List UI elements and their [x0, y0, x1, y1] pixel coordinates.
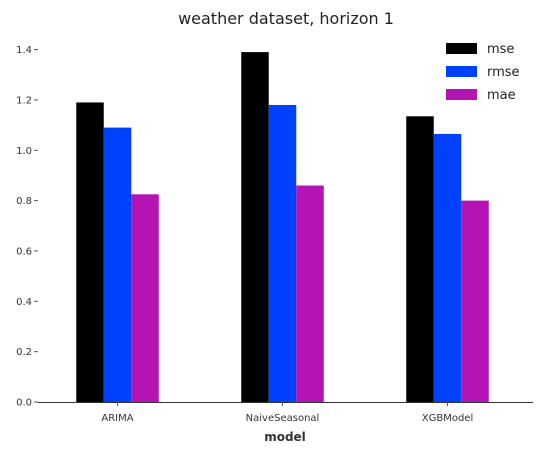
legend-label-mse: mse	[487, 42, 514, 57]
legend: mse rmse mae	[446, 42, 520, 103]
x-tick-label: XGBModel	[422, 413, 473, 424]
chart-title: weather dataset, horizon 1	[178, 9, 394, 28]
legend-swatch-rmse	[446, 66, 477, 77]
bars	[76, 52, 489, 403]
y-axis: 0.0 0.2 0.4 0.6 0.8 1.0 1.2 1.4	[16, 45, 38, 409]
bar-rmse-naiveseasonal	[268, 104, 297, 402]
bar-mae-arima	[131, 194, 159, 402]
bar-mse-xgbmodel	[406, 116, 434, 403]
bar-mse-arima	[76, 102, 104, 402]
bar-mae-naiveseasonal	[296, 185, 324, 402]
y-tick-label: 0.6	[16, 246, 32, 257]
bar-rmse-arima	[103, 127, 132, 402]
y-tick-label: 0.2	[16, 347, 32, 358]
x-tick-label: NaiveSeasonal	[246, 413, 320, 424]
x-tick-label: ARIMA	[101, 413, 133, 424]
y-tick-label: 1.2	[16, 95, 32, 106]
x-axis-label: model	[264, 430, 306, 444]
y-tick-label: 0.4	[16, 297, 32, 308]
legend-label-rmse: rmse	[487, 65, 520, 80]
y-tick-label: 1.4	[16, 45, 32, 56]
y-tick-label: 0.8	[16, 196, 32, 207]
legend-label-mae: mae	[487, 88, 516, 103]
y-tick-label: 1.0	[16, 146, 32, 157]
x-axis: ARIMA NaiveSeasonal XGBModel	[38, 402, 533, 424]
bar-rmse-xgbmodel	[433, 133, 462, 402]
y-tick-label: 0.0	[16, 398, 32, 409]
legend-swatch-mse	[446, 43, 477, 54]
bar-mse-naiveseasonal	[241, 52, 269, 402]
bar-mae-xgbmodel	[461, 200, 489, 402]
legend-swatch-mae	[446, 89, 477, 100]
